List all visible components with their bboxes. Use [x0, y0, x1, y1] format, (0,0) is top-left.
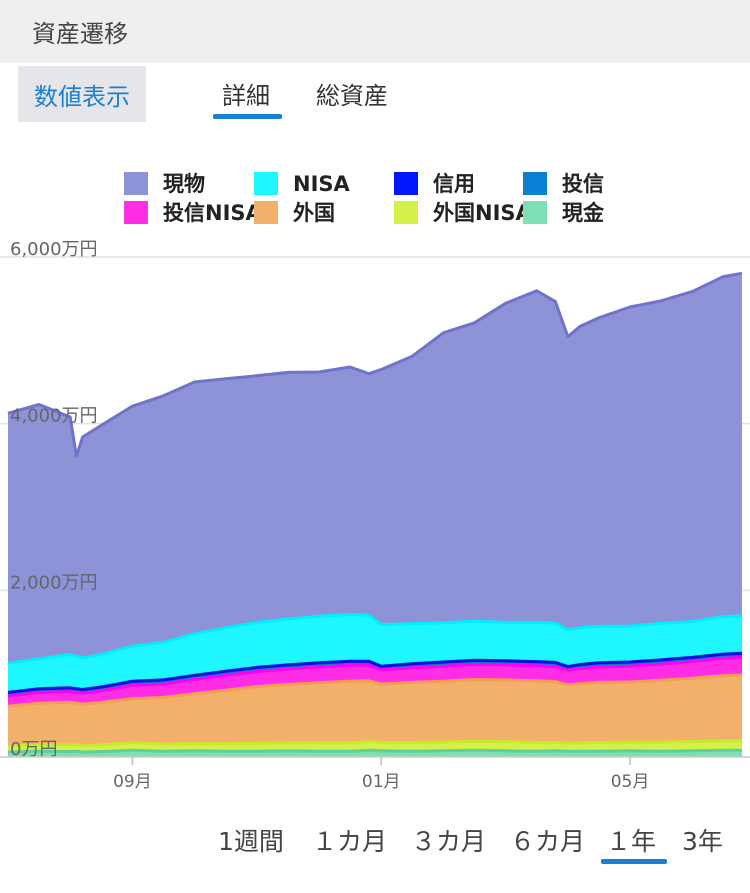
active-range-indicator — [601, 859, 667, 864]
area-2 — [8, 674, 742, 747]
range-6-months[interactable]: ６カ月 — [510, 827, 586, 856]
range-3-months[interactable]: ３カ月 — [411, 827, 487, 856]
tab-total-assets[interactable]: 総資産 — [316, 82, 388, 110]
legend-swatch-4 — [124, 201, 148, 224]
series-line-7 — [7, 271, 743, 458]
legend-label-3: 投信 — [562, 172, 604, 196]
legend-label-7: 現金 — [562, 201, 605, 225]
area-6 — [8, 614, 742, 693]
series-line-2 — [7, 673, 743, 708]
y-axis-labels: 0万円 2,000万円 4,000万円 6,000万円 — [10, 239, 98, 760]
legend-swatch-7 — [523, 201, 547, 224]
header-bar: 資産遷移 — [0, 0, 750, 63]
legend-label-2: 信用 — [433, 172, 475, 196]
y-tick-label-2: 4,000万円 — [10, 406, 98, 427]
legend-swatch-6 — [394, 201, 418, 224]
series-line-3 — [7, 655, 743, 698]
legend-label-6: 外国NISA — [433, 201, 533, 225]
y-tick-label-0: 0万円 — [10, 739, 57, 760]
legend-label-5: 外国 — [293, 201, 335, 225]
range-3-years[interactable]: 3年 — [682, 827, 723, 856]
series-line-1 — [7, 739, 742, 748]
page-title: 資産遷移 — [32, 20, 128, 48]
legend-label-0: 現物 — [163, 172, 205, 196]
legend-swatch-0 — [124, 172, 148, 195]
legend-label-1: NISA — [293, 172, 351, 196]
y-tick-label-3: 6,000万円 — [10, 239, 98, 260]
chart-series-lines — [7, 271, 743, 754]
series-line-0 — [7, 748, 742, 754]
series-line-6 — [7, 613, 743, 665]
y-tick-label-1: 2,000万円 — [10, 572, 98, 593]
legend-swatch-3 — [523, 172, 547, 195]
legend-swatch-5 — [254, 201, 278, 224]
legend-label-4: 投信NISA — [163, 201, 263, 225]
range-1-year[interactable]: １年 — [606, 827, 657, 856]
area-7 — [8, 273, 742, 664]
range-tabs: 1週間 １カ月 ３カ月 ６カ月 １年 3年 — [0, 822, 750, 872]
legend-swatch-2 — [394, 172, 418, 195]
active-tab-indicator — [213, 114, 282, 119]
legend-swatch-1 — [254, 172, 278, 195]
x-tick-label-2: 05月 — [611, 772, 650, 792]
numeric-display-button[interactable]: 数値表示 — [18, 66, 146, 122]
x-tick-label-1: 01月 — [362, 772, 401, 792]
x-tick-label-0: 09月 — [113, 772, 152, 792]
tab-detail[interactable]: 詳細 — [222, 82, 270, 110]
series-line-5 — [7, 651, 743, 694]
range-1-month[interactable]: １カ月 — [312, 827, 388, 856]
range-1-week[interactable]: 1週間 — [218, 827, 284, 856]
x-axis: 09月 01月 05月 — [0, 756, 750, 792]
